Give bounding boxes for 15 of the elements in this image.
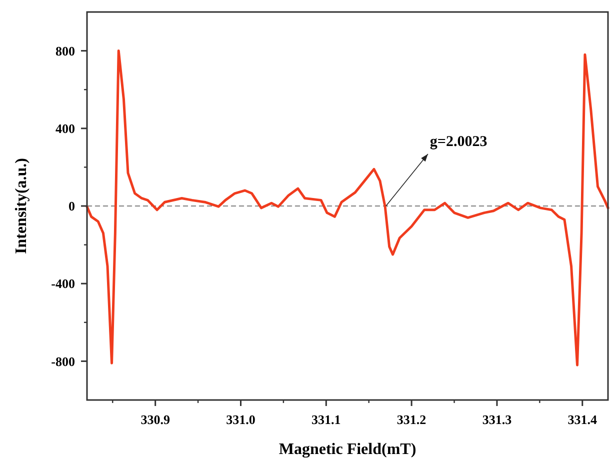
- y-tick-label: 0: [68, 198, 75, 214]
- annotation: g=2.0023: [430, 134, 488, 150]
- line-series: [86, 50, 610, 366]
- x-tick-label: 330.9: [140, 412, 170, 427]
- x-tick-label: 331.2: [396, 412, 426, 427]
- y-tick-label: 800: [56, 43, 75, 58]
- x-tick-label: 331.4: [568, 412, 598, 427]
- x-tick-label: 331.0: [226, 412, 256, 427]
- y-axis-title: Intensity(a.u.): [13, 158, 30, 254]
- y-tick-label: -800: [51, 354, 75, 369]
- y-tick-label: -400: [51, 276, 75, 292]
- x-tick-label: 331.3: [482, 412, 512, 427]
- x-axis-title: Magnetic Field(mT): [278, 441, 416, 458]
- y-tick-label: 400: [56, 120, 75, 136]
- x-tick-label: 331.1: [312, 412, 341, 427]
